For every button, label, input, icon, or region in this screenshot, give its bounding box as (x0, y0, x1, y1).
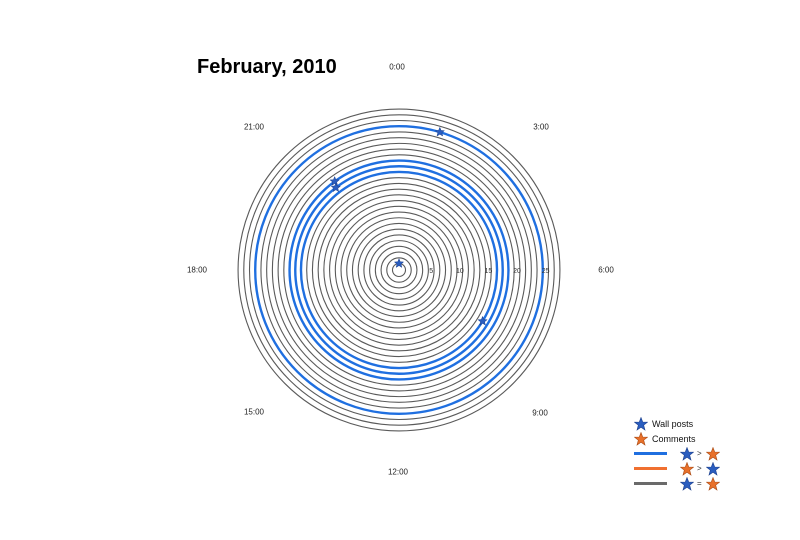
hour-label-15: 15:00 (243, 407, 265, 417)
legend-row3-right-star-icon (706, 477, 720, 491)
legend-row1-operator: > (697, 449, 702, 458)
wall-post-star (393, 258, 405, 268)
legend-gray-line (634, 482, 667, 485)
star-shape (680, 462, 694, 476)
ring (306, 177, 492, 363)
ring (237, 108, 561, 432)
star-shape (706, 477, 720, 491)
legend-row2-right-star-icon (706, 462, 720, 476)
legend-comments-label: Comments (652, 434, 696, 444)
ring (317, 188, 481, 352)
star-shape (706, 447, 720, 461)
ring (329, 200, 469, 340)
radial-tick-label: 25 (542, 268, 550, 275)
ring (243, 114, 555, 426)
ring (369, 240, 429, 300)
ring-blue (294, 165, 504, 375)
ring (334, 205, 464, 335)
radial-tick-label: 15 (485, 268, 493, 275)
ring (311, 182, 487, 358)
ring (357, 228, 441, 312)
ring (283, 154, 515, 386)
chart-title: February, 2010 (197, 56, 337, 78)
legend-row2-operator: > (697, 464, 702, 473)
hour-label-21: 21:00 (243, 122, 265, 132)
legend-blue-line (634, 452, 667, 455)
star-shape (706, 462, 720, 476)
star-shape (680, 477, 694, 491)
legend-row3-left-star-icon (680, 477, 694, 491)
ring (271, 142, 527, 398)
hour-label-18: 18:00 (186, 265, 208, 275)
ring (340, 211, 458, 329)
legend-wall-post-star-icon (634, 417, 648, 431)
legend-row3-operator: = (697, 479, 702, 488)
star-shape (680, 447, 694, 461)
wall-post-star (477, 315, 488, 326)
legend-row1-right-star-icon (706, 447, 720, 461)
radial-tick-label: 20 (513, 268, 521, 275)
hour-label-9: 9:00 (532, 408, 548, 418)
ring-blue (288, 159, 510, 381)
ring (363, 234, 435, 306)
ring (351, 222, 447, 318)
star-shape (634, 417, 648, 431)
wall-post-star (330, 182, 342, 193)
legend-wall-posts-label: Wall posts (652, 419, 694, 429)
radial-tick-label: 10 (456, 268, 464, 275)
wall-post-star (329, 175, 340, 186)
legend-row1-left-star-icon (680, 447, 694, 461)
ring (248, 119, 550, 421)
ring (260, 131, 538, 409)
ring (323, 194, 475, 346)
ring-blue (254, 125, 544, 415)
legend-comment-star-icon (634, 432, 648, 446)
ring (386, 257, 412, 283)
wall-post-star (434, 126, 446, 137)
radial-tick-label: 5 (429, 268, 433, 275)
ring (266, 137, 532, 403)
hour-label-0: 0:00 (389, 62, 405, 72)
hour-label-12: 12:00 (387, 467, 409, 477)
legend-row2-left-star-icon (680, 462, 694, 476)
ring (277, 148, 521, 392)
ring (346, 217, 452, 323)
legend: Wall posts Comments > > = (628, 417, 748, 497)
star-shape (634, 432, 648, 446)
ring (374, 245, 424, 295)
legend-orange-line (634, 467, 667, 470)
ring (380, 251, 418, 289)
hour-label-6: 6:00 (598, 265, 614, 275)
ring-blue (299, 170, 499, 370)
hour-label-3: 3:00 (533, 122, 549, 132)
